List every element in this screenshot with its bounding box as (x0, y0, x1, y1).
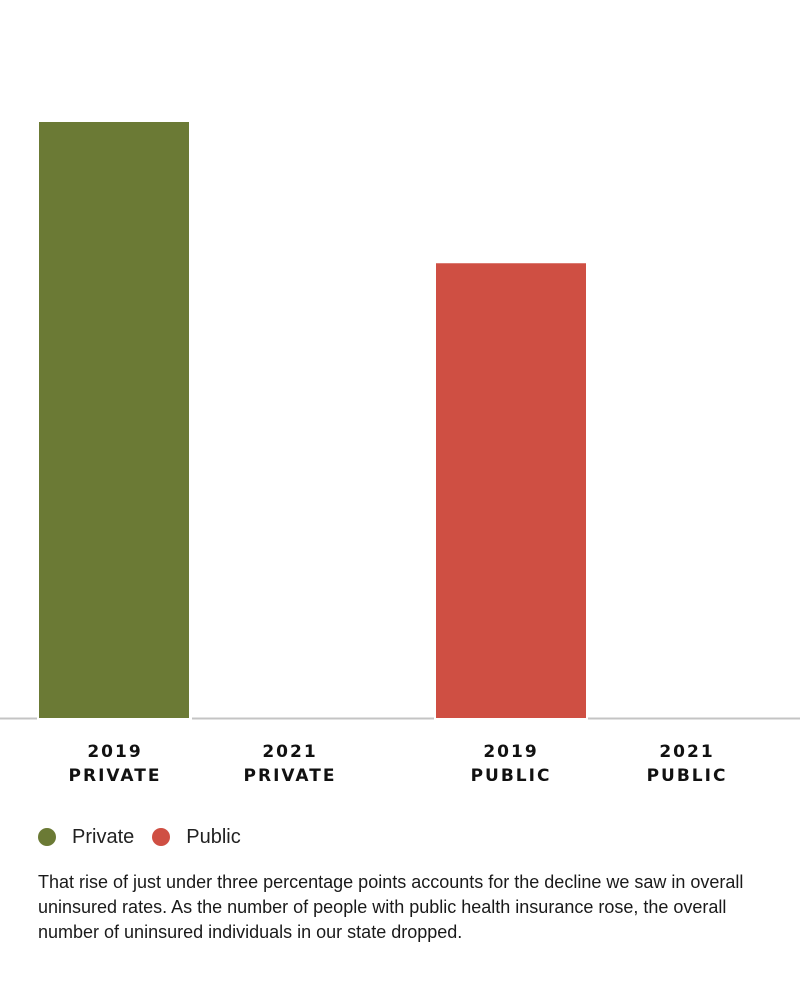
chart-caption: That rise of just under three percentage… (38, 872, 744, 942)
category-year: 2019 (87, 742, 143, 762)
legend-swatch-public (152, 828, 171, 846)
category-label-2021-private: 2021 PRIVATE (205, 740, 375, 788)
legend-item-private: Private (38, 826, 134, 849)
legend-swatch-private (38, 828, 56, 846)
category-group: PRIVATE (243, 766, 337, 786)
category-group: PUBLIC (470, 766, 552, 786)
category-group: PUBLIC (646, 766, 728, 786)
category-year: 2021 (262, 742, 318, 762)
legend-label-public: Public (186, 825, 241, 848)
category-year: 2019 (483, 742, 539, 762)
bar-chart (0, 122, 800, 720)
category-group: PRIVATE (68, 766, 162, 786)
category-label-2019-private: 2019 PRIVATE (30, 740, 200, 788)
category-label-2021-public: 2021 PUBLIC (602, 740, 772, 788)
legend-label-private: Private (72, 825, 135, 848)
category-year: 2021 (659, 742, 715, 762)
legend-item-public: Public (152, 825, 241, 849)
chart-legend: Private Public (38, 825, 259, 849)
chart-svg (0, 122, 800, 720)
bar-2019-private (39, 122, 189, 718)
bar-2019-public (436, 263, 586, 718)
category-label-2019-public: 2019 PUBLIC (426, 740, 596, 788)
